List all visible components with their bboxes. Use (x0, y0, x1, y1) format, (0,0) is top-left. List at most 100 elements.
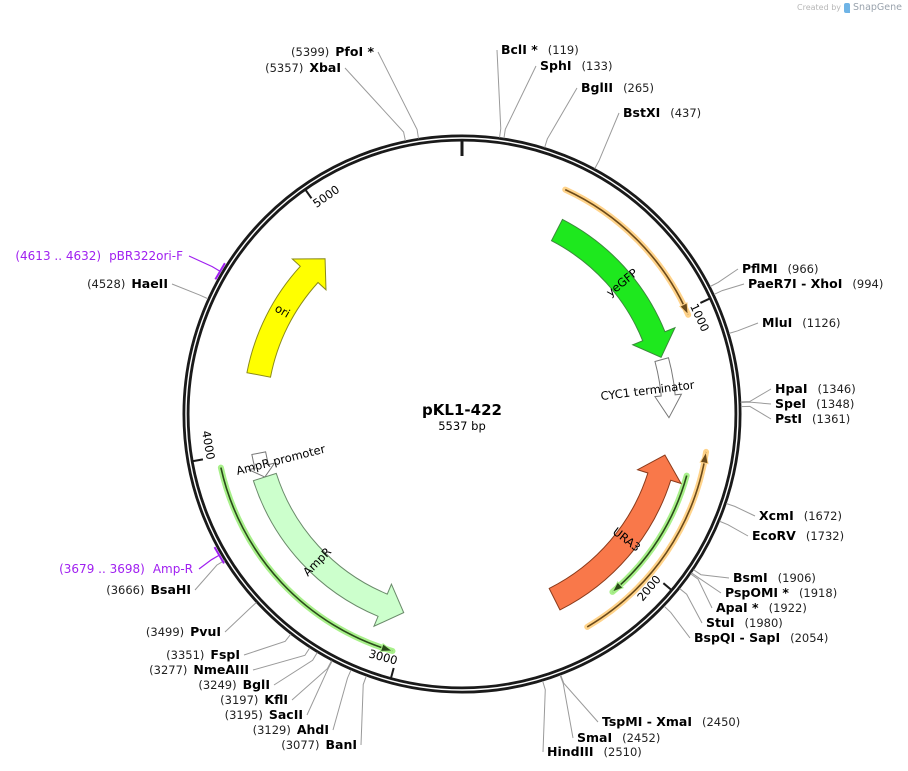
enzyme-site[interactable]: (3129) AhdI (253, 669, 352, 737)
enzyme-leader-line (360, 675, 367, 746)
tick-label: 5000 (310, 182, 342, 210)
enzyme-site[interactable]: (3195) SacII (225, 660, 333, 722)
enzyme-site[interactable]: (3277) NmeAIII (149, 647, 311, 677)
enzyme-name[interactable]: TspMI - XmaI (602, 714, 692, 729)
enzyme-name[interactable]: PflMI (742, 261, 778, 276)
enzyme-name[interactable]: BglII (581, 80, 613, 95)
enzyme-leader-line (243, 633, 292, 656)
enzyme-name[interactable]: BclI * (501, 42, 538, 57)
tick-label: 2000 (634, 572, 664, 603)
primer-bar (213, 546, 225, 564)
enzyme-label: (3277) NmeAIII (149, 662, 249, 677)
enzyme-site[interactable]: BglII (265) (544, 80, 654, 148)
enzyme-name[interactable]: PstI (775, 411, 802, 426)
enzyme-name[interactable]: SmaI (577, 730, 612, 745)
enzyme-name[interactable]: PspOMI * (725, 585, 789, 600)
enzyme-label: (3077) BanI (281, 737, 357, 752)
primer-name[interactable]: pBR322ori-F (109, 249, 183, 263)
enzyme-name[interactable]: ApaI * (716, 600, 759, 615)
orf-arrowhead (379, 643, 394, 652)
enzyme-name[interactable]: StuI (706, 615, 735, 630)
enzyme-name[interactable]: EcoRV (752, 528, 796, 543)
enzyme-name[interactable]: PaeR7I - XhoI (748, 276, 842, 291)
enzyme-name[interactable]: AhdI (297, 722, 329, 737)
enzyme-name[interactable]: XbaI (309, 60, 341, 75)
enzyme-leader-line (194, 559, 225, 591)
tick-mark (192, 458, 204, 463)
enzyme-site[interactable]: (3351) FspI (166, 633, 292, 662)
enzyme-site[interactable]: PstI (1361) (740, 405, 850, 426)
enzyme-leader-line (224, 602, 257, 633)
enzyme-site[interactable]: (3499) PvuI (146, 602, 257, 639)
enzyme-name[interactable]: PvuI (190, 624, 221, 639)
feature-cyc1-terminator[interactable] (654, 357, 683, 419)
enzyme-name[interactable]: SphI (540, 58, 572, 73)
enzyme-site[interactable]: ApaI * (1922) (690, 573, 807, 615)
enzyme-position: (1918) (799, 586, 837, 600)
primer-layer: (4613 .. 4632) pBR322ori-F (3679 .. 3698) A… (15, 249, 226, 576)
enzyme-site[interactable]: PflMI (966) (709, 261, 818, 287)
enzyme-name[interactable]: PfoI * (335, 44, 374, 59)
tick-label: 4000 (199, 430, 218, 461)
enzyme-site[interactable]: (5357) XbaI (265, 60, 406, 141)
enzyme-site[interactable]: HindIII (2510) (542, 680, 642, 759)
enzyme-name[interactable]: NmeAIII (193, 662, 249, 677)
enzyme-name[interactable]: XcmI (759, 508, 794, 523)
enzyme-site[interactable]: BclI * (119) (496, 42, 579, 138)
enzyme-site[interactable]: HpaI (1346) (740, 381, 856, 403)
enzyme-site[interactable]: PspOMI * (1918) (691, 572, 837, 600)
enzyme-site[interactable]: XcmI (1672) (726, 503, 842, 523)
enzyme-name[interactable]: BglI (243, 677, 270, 692)
enzyme-site[interactable]: EcoRV (1732) (719, 520, 845, 543)
enzyme-name[interactable]: SacII (269, 707, 303, 722)
enzyme-name[interactable]: MluI (762, 315, 792, 330)
enzyme-name[interactable]: KflI (264, 692, 288, 707)
enzyme-site[interactable]: (4528) HaeII (87, 276, 209, 300)
enzyme-label: (3197) KflI (220, 692, 288, 707)
enzyme-site[interactable]: (3197) KflI (220, 660, 333, 707)
enzyme-position: (3499) (146, 625, 184, 639)
orf-arrowhead (699, 450, 709, 465)
enzyme-site[interactable]: (3077) BanI (281, 675, 367, 752)
enzyme-position: (1906) (778, 571, 816, 585)
enzyme-name[interactable]: HaeII (131, 276, 168, 291)
enzyme-name[interactable]: BsaHI (150, 582, 191, 597)
enzyme-site[interactable]: StuI (1980) (679, 588, 783, 630)
enzyme-leader-line (679, 588, 703, 624)
feature-ampr-promoter[interactable] (247, 451, 276, 478)
enzyme-position: (2450) (702, 715, 740, 729)
enzyme-name[interactable]: HindIII (547, 744, 594, 759)
enzyme-site[interactable]: SphI (133) (503, 58, 613, 139)
enzyme-site[interactable]: BsmI (1906) (693, 569, 816, 585)
primer-binding-site[interactable]: (4613 .. 4632) pBR322ori-F (15, 249, 226, 280)
enzyme-label: (3499) PvuI (146, 624, 221, 639)
enzyme-label: TspMI - XmaI (2450) (602, 714, 740, 729)
enzyme-site[interactable]: SpeI (1348) (740, 396, 855, 411)
enzyme-position: (119) (548, 43, 579, 57)
primer-binding-site[interactable]: (3679 .. 3698) Amp-R (59, 546, 225, 576)
primer-name[interactable]: Amp-R (153, 562, 193, 576)
feature-ori[interactable] (246, 258, 327, 378)
primer-range: (4613 .. 4632) (15, 249, 101, 263)
enzyme-site[interactable]: (5399) PfoI * (291, 44, 419, 139)
enzyme-site[interactable]: PaeR7I - XhoI (994) (713, 276, 883, 295)
enzyme-name[interactable]: BanI (325, 737, 357, 752)
feature-yegfp[interactable] (550, 218, 676, 359)
enzyme-site[interactable]: SmaI (2452) (559, 675, 660, 745)
enzyme-name[interactable]: BsmI (733, 570, 768, 585)
enzyme-site[interactable]: BspQI - SapI (2054) (663, 605, 828, 645)
enzyme-site[interactable]: TspMI - XmaI (2450) (560, 674, 741, 729)
feature-ura3[interactable] (548, 454, 683, 611)
enzyme-site[interactable]: (3249) BglI (198, 652, 318, 692)
feature-ampr[interactable] (252, 472, 405, 628)
enzyme-name[interactable]: HpaI (775, 381, 808, 396)
enzyme-name[interactable]: SpeI (775, 396, 806, 411)
enzyme-site[interactable]: (3666) BsaHI (106, 559, 225, 597)
enzyme-leader-line (691, 572, 722, 594)
enzyme-site[interactable]: BstXI (437) (594, 105, 701, 169)
enzyme-site[interactable]: MluI (1126) (728, 315, 841, 334)
enzyme-name[interactable]: BspQI - SapI (694, 630, 780, 645)
enzyme-label: SpeI (1348) (775, 396, 854, 411)
enzyme-name[interactable]: BstXI (623, 105, 660, 120)
enzyme-name[interactable]: FspI (210, 647, 240, 662)
